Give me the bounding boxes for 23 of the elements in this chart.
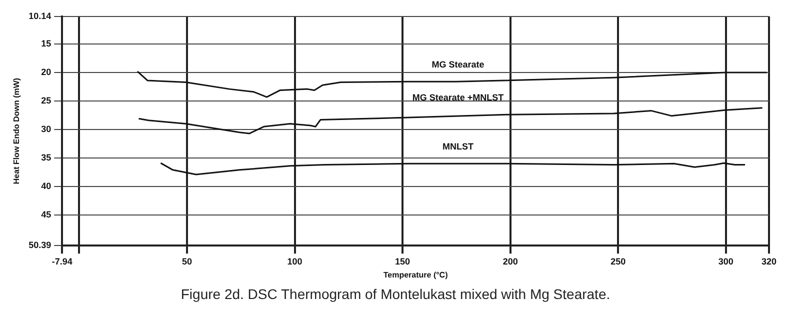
y-tick-label: 15 bbox=[41, 38, 52, 49]
y-tick-label: 45 bbox=[41, 209, 52, 220]
x-tick-label: 250 bbox=[610, 256, 626, 266]
series-label: MG Stearate +MNLST bbox=[412, 92, 504, 103]
x-axis-title: Temperature (°C) bbox=[383, 270, 448, 280]
y-tick-label: 40 bbox=[41, 180, 52, 191]
y-axis-title: Heat Flow Endo Down (mW) bbox=[12, 78, 22, 184]
y-tick-label: 35 bbox=[41, 152, 52, 162]
x-tick-label: 50 bbox=[182, 256, 192, 266]
text: Figure 2d. DSC Thermogram of Montelukast mixed with Mg Stearate. bbox=[180, 286, 612, 302]
x-tick-label: 300 bbox=[718, 256, 734, 266]
series-label: MG Stearate bbox=[432, 60, 484, 70]
y-tick-label: 25 bbox=[41, 96, 52, 106]
x-tick-label: 100 bbox=[287, 256, 302, 266]
x-tick-label: -7.94 bbox=[52, 256, 72, 266]
y-tick-label: 30 bbox=[41, 124, 52, 134]
series-label: MNLST bbox=[442, 142, 474, 152]
y-tick-label: 50.39 bbox=[28, 240, 52, 250]
x-tick-label: 320 bbox=[761, 256, 777, 266]
x-tick-label: 200 bbox=[502, 256, 518, 266]
y-tick-label: 20 bbox=[41, 67, 52, 78]
y-tick-label: 10.14 bbox=[28, 10, 52, 21]
x-tick-label: 150 bbox=[395, 256, 410, 266]
